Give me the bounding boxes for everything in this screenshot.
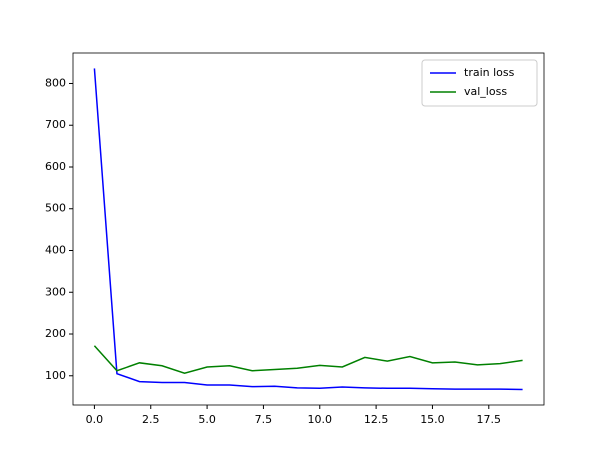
y-tick-label: 200 bbox=[45, 327, 66, 340]
x-tick-label: 0.0 bbox=[86, 413, 104, 426]
legend-label: train loss bbox=[464, 66, 515, 79]
legend-box bbox=[421, 59, 538, 107]
y-tick-label: 400 bbox=[45, 244, 66, 257]
x-tick-label: 5.0 bbox=[198, 413, 216, 426]
x-tick-label: 17.5 bbox=[477, 413, 502, 426]
x-tick-label: 2.5 bbox=[142, 413, 160, 426]
y-tick-label: 500 bbox=[45, 202, 66, 215]
plot-frame bbox=[72, 52, 545, 406]
line-series bbox=[93, 68, 523, 391]
x-tick-label: 12.5 bbox=[364, 413, 389, 426]
x-tick-label: 7.5 bbox=[255, 413, 273, 426]
y-tick-label: 700 bbox=[45, 118, 66, 131]
y-tick-label: 100 bbox=[45, 369, 66, 382]
y-tick-label: 600 bbox=[45, 160, 66, 173]
y-tick-label: 800 bbox=[45, 76, 66, 89]
x-tick-label: 15.0 bbox=[420, 413, 445, 426]
x-tick-label: 10.0 bbox=[308, 413, 333, 426]
line-series bbox=[93, 345, 523, 375]
y-tick-label: 300 bbox=[45, 285, 66, 298]
legend-label: val_loss bbox=[464, 85, 507, 98]
